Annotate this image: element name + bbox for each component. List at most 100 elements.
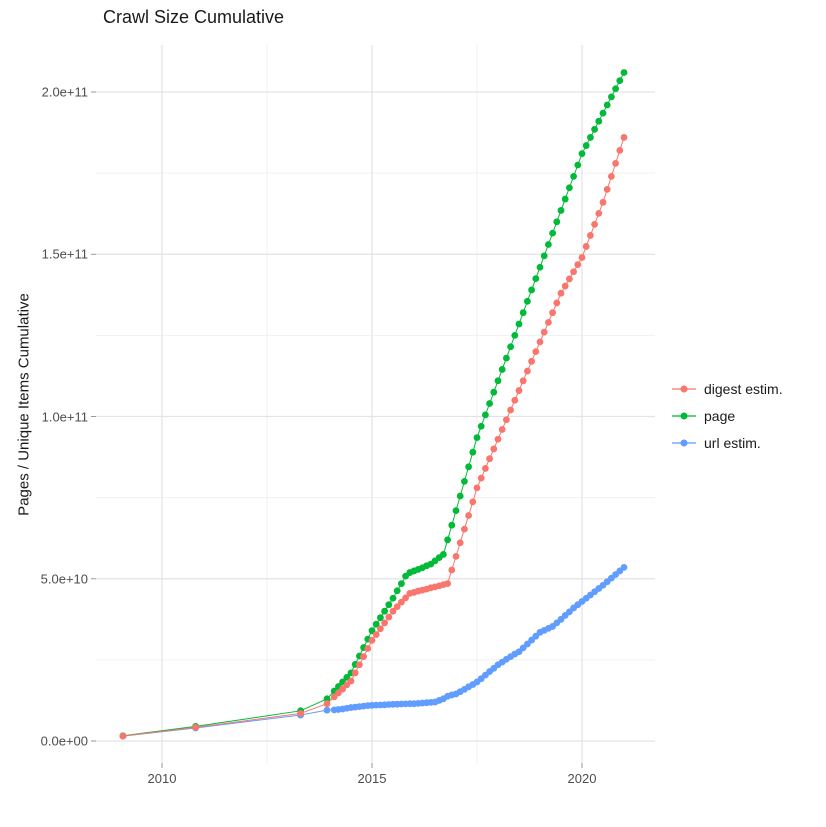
legend-entry-page[interactable]: page — [671, 408, 783, 424]
series-point-page — [599, 109, 607, 117]
series-point-digest — [591, 220, 598, 228]
series-line-digest — [122, 137, 625, 737]
series-point-digest — [494, 435, 502, 443]
series-point-page — [616, 77, 624, 85]
legend-label-digest: digest estim. — [704, 381, 783, 397]
series-point-digest — [389, 607, 397, 615]
series-point-digest — [402, 594, 409, 602]
series-point-page — [582, 142, 590, 149]
series-point-url — [323, 706, 331, 714]
series-point-page — [528, 286, 535, 294]
series-point-page — [372, 620, 380, 628]
legend-label-page: page — [704, 408, 736, 424]
series-point-page — [503, 354, 510, 362]
series-point-page — [524, 297, 531, 305]
series-point-digest — [364, 645, 372, 652]
series-point-page — [578, 150, 586, 158]
series-point-digest — [297, 710, 304, 717]
series-point-digest — [524, 367, 531, 375]
series-point-page — [477, 422, 485, 430]
series-point-page — [377, 614, 384, 622]
series-point-digest — [608, 172, 615, 180]
series-point-digest — [507, 406, 514, 414]
series-point-page — [461, 478, 468, 485]
series-point-page — [398, 580, 405, 588]
series-point-digest — [557, 289, 565, 297]
series-point-digest — [448, 566, 456, 574]
series-point-digest — [351, 669, 359, 677]
series-point-digest — [465, 512, 472, 519]
series-point-digest — [393, 603, 401, 611]
series-point-page — [494, 377, 502, 385]
series-point-page — [595, 117, 603, 125]
series-point-page — [612, 85, 619, 93]
series-point-page — [490, 388, 498, 396]
series-point-digest — [372, 631, 380, 638]
series-point-digest — [549, 309, 556, 317]
series-point-page — [511, 331, 519, 339]
series-point-page — [519, 309, 527, 317]
series-point-digest — [490, 445, 498, 453]
series-point-digest — [515, 387, 523, 394]
series-line-url — [122, 567, 625, 737]
series-point-digest — [566, 275, 573, 283]
series-point-page — [473, 434, 481, 441]
series-point-page — [448, 521, 456, 529]
legend-key-digest-icon — [672, 385, 696, 393]
series-point-digest — [574, 261, 582, 269]
y-tick-label: 1.0e+11 — [41, 409, 88, 424]
series-point-digest — [561, 282, 569, 290]
series-point-digest — [582, 243, 590, 250]
series-point-digest — [503, 416, 510, 424]
series-point-page — [557, 207, 565, 214]
legend-entry-digest[interactable]: digest estim. — [671, 381, 783, 397]
series-point-page — [603, 101, 611, 109]
legend-entry-url[interactable]: url estim. — [671, 435, 783, 451]
series-point-url — [620, 563, 628, 571]
series-point-page — [561, 195, 569, 203]
series-point-digest — [587, 232, 594, 239]
series-point-page — [456, 492, 464, 500]
series-point-page — [574, 161, 582, 169]
legend-key-url-icon — [672, 439, 696, 447]
series-point-page — [570, 172, 577, 180]
series-point-digest — [469, 498, 477, 506]
series-point-page — [482, 411, 489, 419]
series-point-page — [486, 400, 493, 407]
series-point-page — [553, 218, 561, 226]
series-point-page — [393, 587, 401, 595]
series-point-digest — [519, 377, 527, 385]
series-point-digest — [486, 455, 493, 463]
series-point-digest — [595, 209, 603, 217]
series-point-page — [385, 601, 393, 609]
series-point-page — [498, 366, 506, 373]
y-tick-label: 0.0e+00 — [40, 733, 88, 749]
series-point-digest — [528, 357, 535, 365]
series-point-digest — [532, 348, 540, 355]
legend: digest estim. page url estim. — [671, 381, 783, 451]
series-point-page — [608, 93, 615, 101]
series-point-digest — [498, 426, 506, 433]
series-point-page — [545, 241, 552, 248]
series-point-page — [587, 134, 594, 141]
series-point-digest — [356, 661, 363, 669]
series-point-digest — [570, 268, 577, 276]
series-point-page — [381, 607, 388, 615]
series-point-digest — [536, 338, 544, 346]
series-point-page — [444, 536, 451, 544]
series-point-digest — [452, 552, 460, 560]
series-point-digest — [119, 732, 127, 740]
series-point-digest — [381, 619, 388, 627]
series-point-digest — [473, 484, 481, 492]
series-point-digest — [461, 525, 468, 533]
series-point-digest — [545, 318, 552, 326]
series-point-page — [515, 320, 523, 328]
series-point-page — [566, 184, 573, 192]
series-point-digest — [360, 653, 367, 661]
series-point-page — [620, 69, 628, 76]
x-tick-label: 2015 — [357, 771, 387, 786]
series-point-digest — [616, 147, 624, 154]
series-point-page — [389, 594, 397, 602]
